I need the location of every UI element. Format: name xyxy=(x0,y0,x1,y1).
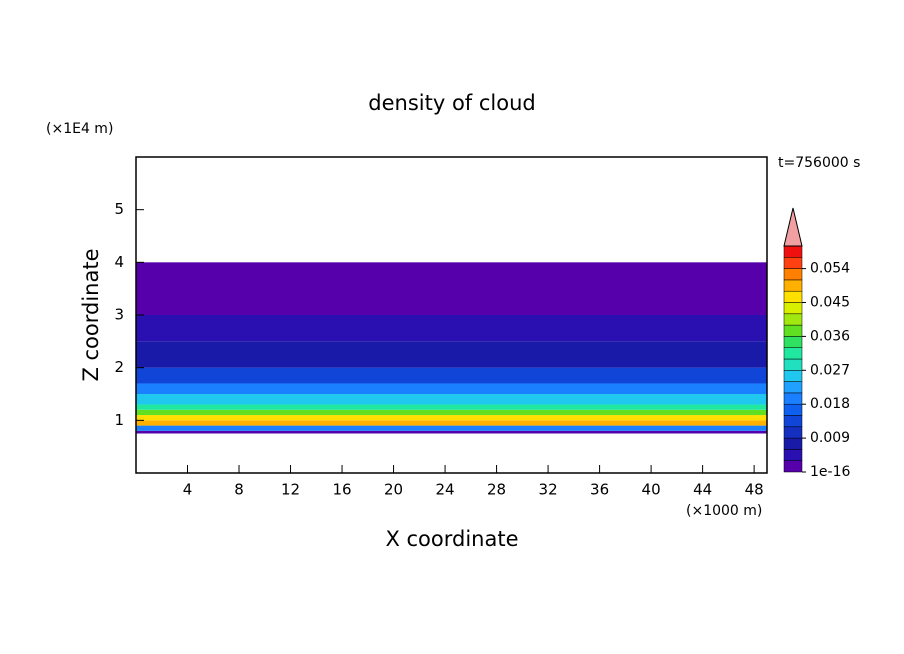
colorbar-cell xyxy=(783,257,803,269)
colorbar-tick-label: 0.009 xyxy=(810,430,850,446)
density-band xyxy=(136,409,767,416)
density-band xyxy=(136,415,767,421)
colorbar-cell xyxy=(783,392,803,405)
colorbar-cell xyxy=(783,302,803,315)
colorbar-cell xyxy=(783,370,803,382)
density-band xyxy=(136,341,767,368)
x-tick-label: 4 xyxy=(183,481,193,499)
colorbar-cell xyxy=(783,268,803,281)
density-band xyxy=(136,262,767,315)
x-tick-label: 36 xyxy=(590,481,609,499)
x-unit: (×1000 m) xyxy=(686,503,762,519)
x-tick-label: 32 xyxy=(539,481,558,499)
colorbar-cell xyxy=(783,358,803,371)
density-band xyxy=(136,367,767,384)
y-unit: (×1E4 m) xyxy=(46,121,113,137)
time-label: t=756000 s xyxy=(778,155,860,171)
x-tick-label: 28 xyxy=(487,481,506,499)
colorbar-cell xyxy=(783,426,803,439)
y-tick-label: 2 xyxy=(114,358,124,376)
x-tick-label: 20 xyxy=(384,481,403,499)
x-tick-label: 16 xyxy=(332,481,351,499)
y-tick-label: 4 xyxy=(114,253,124,271)
y-axis-label: Z coordinate xyxy=(79,248,103,381)
y-tick-label: 3 xyxy=(114,306,124,324)
colorbar-tick-label: 0.036 xyxy=(810,328,850,344)
colorbar-tick-label: 0.054 xyxy=(810,261,850,277)
colorbar-cell xyxy=(783,279,803,292)
colorbar-tick-label: 0.018 xyxy=(810,396,850,412)
colorbar-cell xyxy=(783,403,803,416)
x-tick-label: 40 xyxy=(642,481,661,499)
colorbar-cell xyxy=(783,290,803,303)
density-band xyxy=(136,383,767,394)
colorbar-cell xyxy=(783,460,803,473)
colorbar-cell xyxy=(783,437,803,450)
density-band xyxy=(136,420,767,426)
density-band xyxy=(136,430,767,434)
x-tick-label: 48 xyxy=(745,481,764,499)
y-tick-label: 1 xyxy=(114,411,124,429)
colorbar-over xyxy=(783,207,803,247)
colorbar-cell xyxy=(783,381,803,394)
x-tick-label: 8 xyxy=(234,481,244,499)
density-band xyxy=(136,315,767,342)
colorbar-tick-label: 0.027 xyxy=(810,362,850,378)
colorbar-cell xyxy=(783,313,803,326)
colorbar-cell xyxy=(783,415,803,428)
x-tick-label: 44 xyxy=(693,481,712,499)
density-band xyxy=(136,425,767,431)
colorbar-cell xyxy=(783,336,803,348)
density-band xyxy=(136,394,767,405)
colorbar-tick-label: 1e-16 xyxy=(810,464,850,480)
colorbar-cell xyxy=(783,245,803,258)
colorbar-tick-label: 0.045 xyxy=(810,295,850,311)
colorbar-cell xyxy=(783,324,803,337)
x-tick-label: 24 xyxy=(436,481,455,499)
y-tick-label: 5 xyxy=(114,200,124,218)
x-tick-label: 12 xyxy=(281,481,300,499)
density-band xyxy=(136,404,767,410)
x-axis-label: X coordinate xyxy=(385,527,518,551)
colorbar-cell xyxy=(783,449,803,461)
chart-title: density of cloud xyxy=(368,91,535,115)
colorbar-cell xyxy=(783,347,803,360)
